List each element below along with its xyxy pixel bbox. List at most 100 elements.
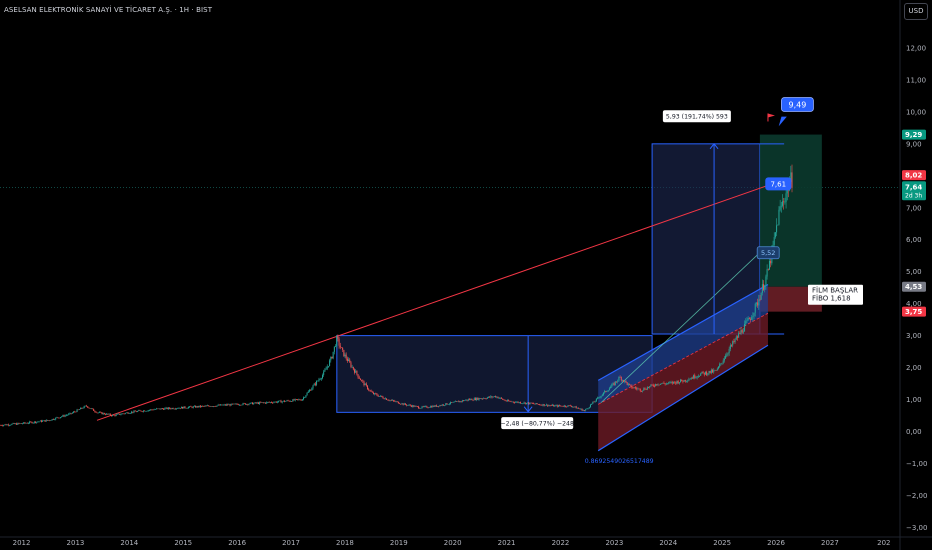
candle-body: [153, 409, 155, 411]
candle-body: [312, 385, 314, 389]
candle-body: [241, 404, 243, 406]
candle-body: [197, 406, 199, 408]
candle-body: [45, 419, 47, 422]
candle-body: [214, 406, 216, 407]
candle-body: [252, 402, 254, 405]
candle-body: [623, 380, 625, 382]
candle-body: [70, 413, 72, 414]
candle-body: [503, 399, 505, 401]
candle-body: [118, 413, 120, 415]
film-label-line1: FİLM BAŞLAR: [812, 286, 858, 295]
candle-body: [446, 403, 448, 405]
price-badge-last-box: [902, 181, 926, 201]
candle-body: [395, 401, 397, 403]
candle-body: [447, 404, 449, 405]
candle-body: [152, 409, 154, 411]
candle-body: [397, 401, 399, 404]
candle-body: [198, 405, 200, 408]
candle-body: [279, 400, 281, 402]
candle-body: [174, 408, 176, 410]
candle-body: [631, 385, 633, 388]
candle-body: [519, 402, 521, 404]
candle-body: [320, 378, 322, 380]
candle-body: [588, 407, 590, 409]
candle-body: [572, 406, 574, 408]
candle-body: [482, 398, 484, 400]
candle-body: [159, 408, 161, 410]
candle-body: [247, 403, 249, 405]
currency-button[interactable]: USD: [904, 3, 928, 20]
candle-body: [50, 420, 52, 421]
candle-body: [634, 387, 636, 389]
candle-body: [554, 405, 556, 407]
candle-body: [476, 397, 478, 400]
candle-body: [69, 413, 71, 414]
candle-body: [790, 172, 792, 182]
candle-body: [746, 320, 748, 322]
candle-body: [361, 380, 363, 381]
candle-body: [467, 399, 469, 401]
drawing-layer: [0, 134, 900, 452]
candle-body: [43, 420, 45, 421]
candle-body: [338, 338, 340, 346]
candle-body: [772, 244, 774, 248]
candle-body: [375, 393, 377, 395]
candle-body: [758, 299, 760, 306]
candle-body: [51, 419, 53, 421]
candle-body: [597, 397, 599, 399]
candle-body: [512, 401, 514, 403]
candle-body: [63, 415, 65, 417]
candle-body: [84, 405, 86, 407]
candle-body: [65, 415, 67, 416]
candle-body: [741, 329, 743, 333]
candle-body: [445, 403, 447, 406]
level-5-52-label: 5,52: [761, 249, 775, 257]
candle-body: [549, 405, 551, 406]
candle-body: [630, 384, 632, 386]
candle-body: [244, 403, 246, 405]
candle-body: [332, 351, 334, 359]
candle-body: [669, 382, 671, 383]
candle-body: [458, 401, 460, 403]
candle-body: [450, 402, 452, 404]
candle-body: [294, 399, 296, 401]
measure-down-label-box: [501, 417, 574, 430]
candle-body: [425, 406, 427, 407]
candle-body: [308, 390, 310, 392]
measure-up-label-box: [662, 110, 731, 123]
candle-body: [483, 398, 485, 399]
candle-body: [770, 261, 772, 264]
y-tick-label: 10,00: [906, 108, 926, 116]
candle-body: [677, 381, 679, 384]
candle-body: [433, 405, 435, 407]
candle-body: [608, 388, 610, 391]
candle-body: [626, 382, 628, 385]
candle-body: [120, 414, 122, 415]
candle-body: [185, 407, 187, 409]
candle-body: [688, 379, 690, 381]
candle-body: [562, 406, 564, 407]
candle-body: [485, 398, 487, 400]
candle-body: [61, 416, 63, 418]
candle-body: [616, 381, 618, 383]
candle-body: [235, 403, 237, 405]
candle-body: [676, 381, 678, 384]
x-tick-label: 2012: [13, 539, 31, 547]
candle-body: [703, 372, 705, 375]
candle-body: [566, 406, 568, 408]
candle-body: [595, 398, 597, 402]
candle-body: [768, 261, 770, 270]
symbol-title[interactable]: ASELSAN ELEKTRONİK SANAYİ VE TİCARET A.Ş…: [4, 6, 213, 14]
candle-body: [32, 422, 34, 424]
candle-body: [1, 425, 3, 427]
candle-body: [233, 403, 235, 405]
candle-body: [30, 421, 32, 423]
candle-body: [52, 419, 54, 420]
candle-body: [427, 407, 429, 409]
candle-body: [97, 412, 99, 414]
candle-body: [704, 371, 706, 375]
candle-body: [726, 354, 728, 356]
measure-up-arrowhead: [709, 143, 719, 150]
candle-body: [457, 401, 459, 402]
